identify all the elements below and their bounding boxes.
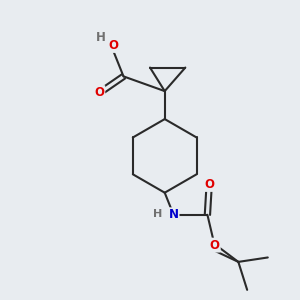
Text: O: O [204, 178, 214, 191]
Text: N: N [169, 208, 178, 221]
Text: H: H [153, 209, 162, 219]
Text: O: O [94, 86, 104, 99]
Text: H: H [96, 31, 106, 44]
Text: O: O [108, 39, 118, 52]
Text: O: O [210, 238, 220, 252]
